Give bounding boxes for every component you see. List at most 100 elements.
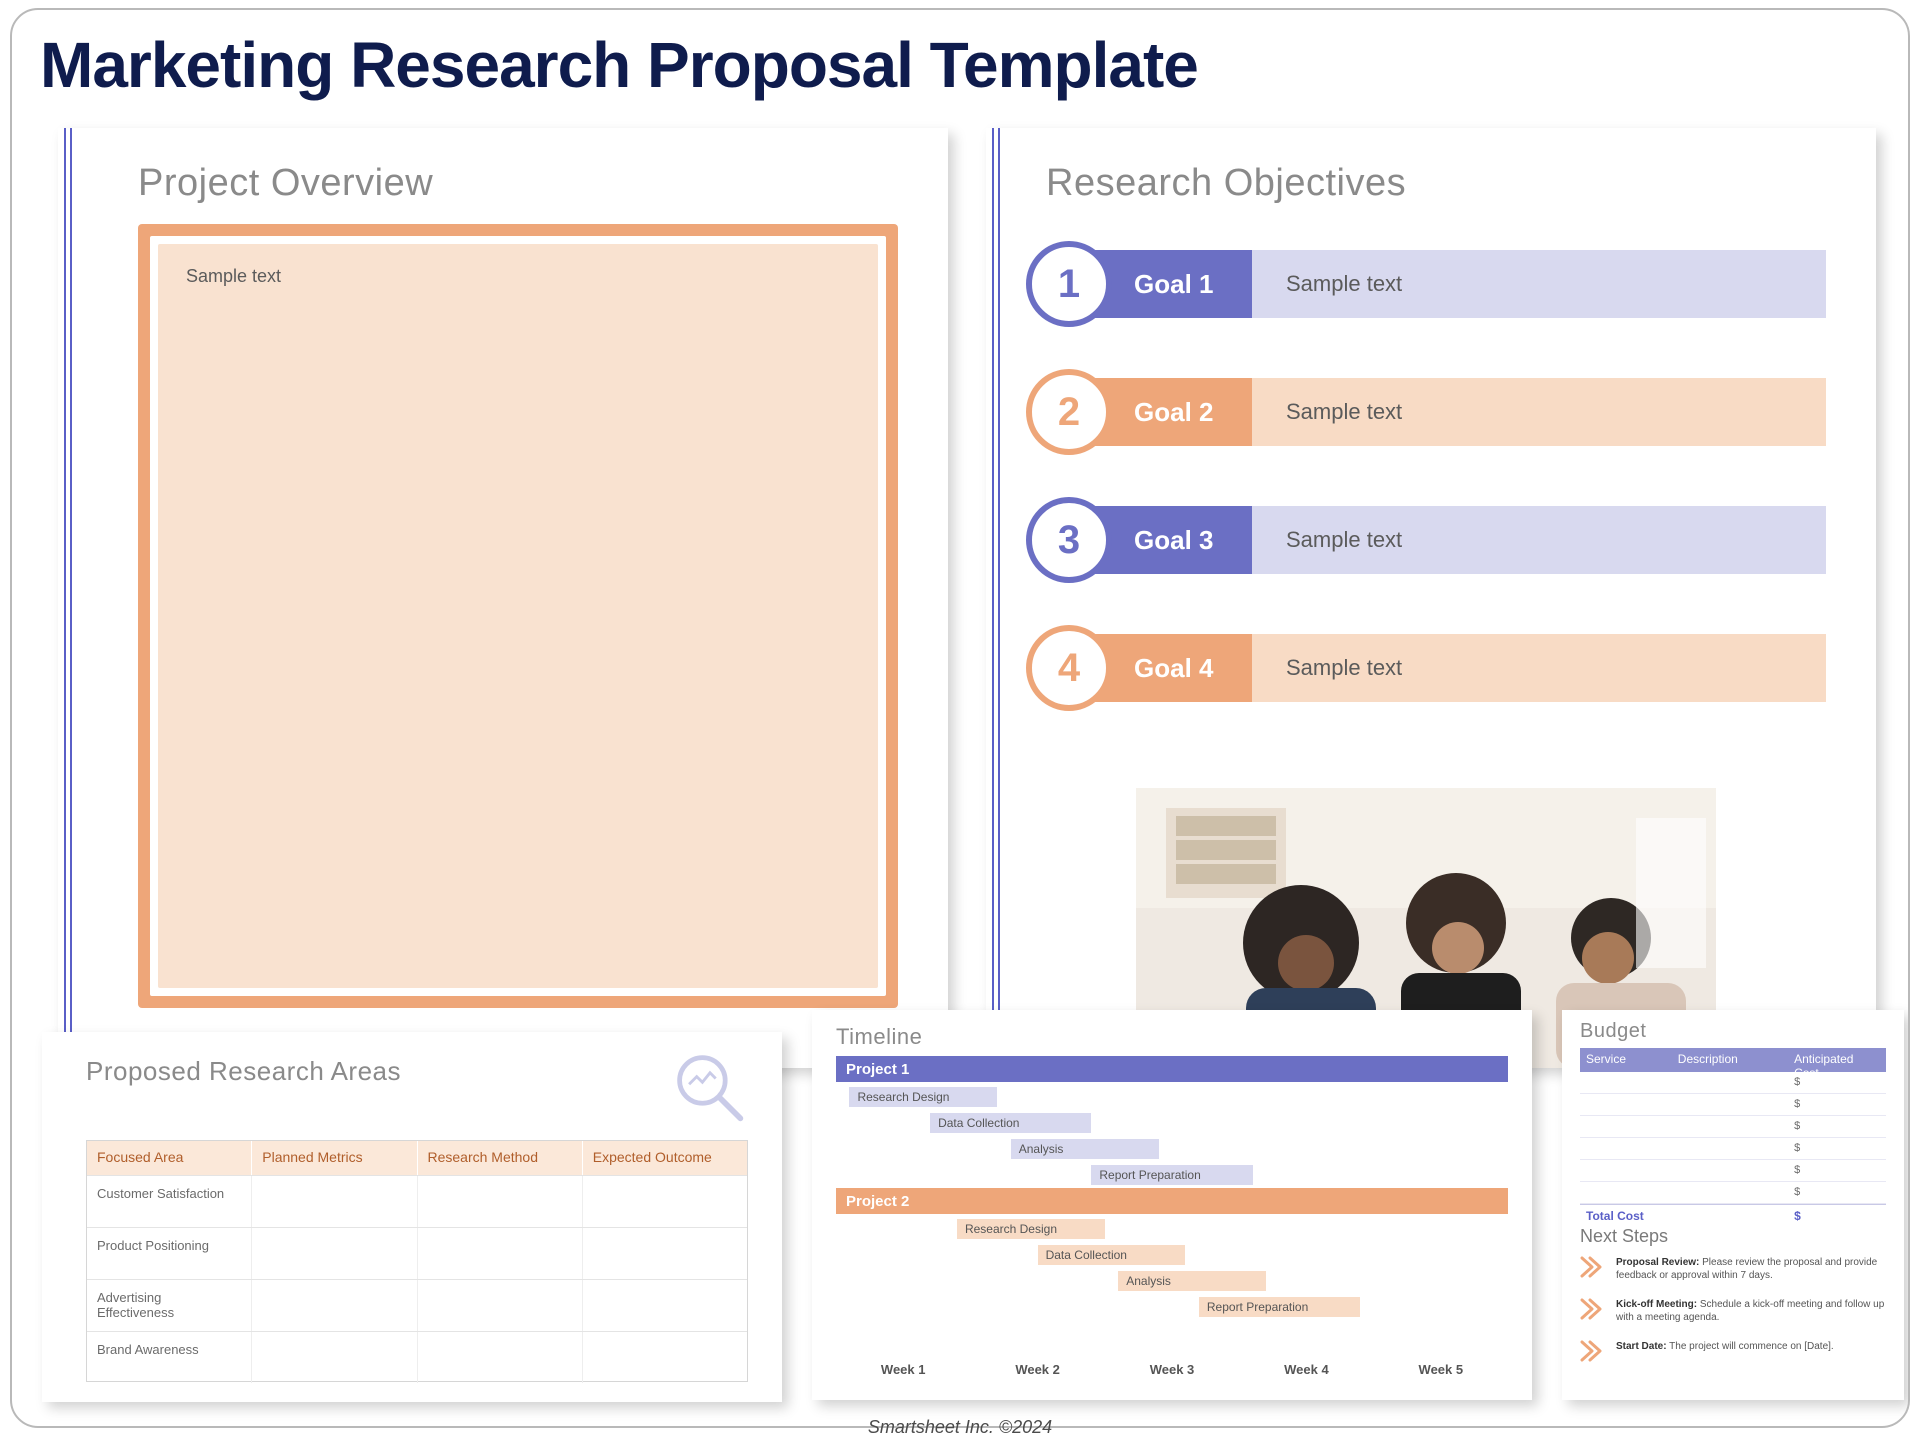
timeline-project-header: Project 2 bbox=[836, 1188, 1508, 1214]
table-row: Brand Awareness bbox=[87, 1331, 747, 1383]
budget-row: $ bbox=[1580, 1072, 1886, 1094]
template-frame: Marketing Research Proposal Template Pro… bbox=[10, 8, 1910, 1428]
budget-cell: $ bbox=[1788, 1072, 1886, 1093]
timeline-task-row: Data Collection bbox=[836, 1242, 1508, 1268]
table-header-cell: Planned Metrics bbox=[252, 1141, 417, 1175]
table-cell bbox=[252, 1332, 417, 1383]
timeline-task-row: Analysis bbox=[836, 1268, 1508, 1294]
next-step-title: Start Date: bbox=[1616, 1341, 1667, 1352]
gantt-bar: Report Preparation bbox=[1091, 1165, 1252, 1185]
budget-cell bbox=[1672, 1072, 1788, 1093]
budget-cell: $ bbox=[1788, 1182, 1886, 1203]
magnifier-icon bbox=[672, 1050, 748, 1126]
goal-description: Sample text bbox=[1252, 250, 1826, 318]
timeline-axis: Week 1Week 2Week 3Week 4Week 5 bbox=[836, 1362, 1508, 1386]
table-cell: Product Positioning bbox=[87, 1228, 252, 1279]
timeline-task-row: Research Design bbox=[836, 1216, 1508, 1242]
table-row: Customer Satisfaction bbox=[87, 1175, 747, 1227]
timeline-task-row: Data Collection bbox=[836, 1110, 1508, 1136]
budget-cell bbox=[1672, 1160, 1788, 1181]
table-header-cell: Expected Outcome bbox=[583, 1141, 747, 1175]
goal-number-badge: 2 bbox=[1026, 369, 1112, 455]
budget-panel: Budget ServiceDescriptionAnticipated Cos… bbox=[1562, 1010, 1904, 1400]
gantt-bar: Analysis bbox=[1011, 1139, 1159, 1159]
gantt-bar: Research Design bbox=[957, 1219, 1105, 1239]
next-step-item: Proposal Review: Please review the propo… bbox=[1580, 1256, 1890, 1282]
chevron-icon bbox=[1580, 1298, 1606, 1320]
budget-cell bbox=[1580, 1094, 1672, 1115]
overview-inner-border: Sample text bbox=[150, 236, 886, 996]
research-objectives-panel: Research Objectives bbox=[986, 128, 1876, 1068]
gantt-bar: Research Design bbox=[849, 1087, 997, 1107]
overview-fill: Sample text bbox=[158, 244, 878, 988]
gantt-bar: Data Collection bbox=[930, 1113, 1091, 1133]
table-cell bbox=[418, 1280, 583, 1331]
next-steps-heading: Next Steps bbox=[1580, 1226, 1668, 1247]
goal-row: 4Goal 4Sample text bbox=[1026, 622, 1826, 714]
table-header-cell: Research Method bbox=[418, 1141, 583, 1175]
chevron-icon bbox=[1580, 1340, 1606, 1362]
gantt-bar: Data Collection bbox=[1038, 1245, 1186, 1265]
table-cell bbox=[252, 1176, 417, 1227]
timeline-week-label: Week 2 bbox=[970, 1362, 1104, 1386]
next-step-title: Proposal Review: bbox=[1616, 1257, 1699, 1268]
table-cell bbox=[252, 1228, 417, 1279]
panel-rule bbox=[998, 128, 1000, 1068]
timeline-week-label: Week 3 bbox=[1105, 1362, 1239, 1386]
timeline-panel: Timeline Project 1 Research Design Data Co… bbox=[812, 1010, 1532, 1400]
goal-number-badge: 3 bbox=[1026, 497, 1112, 583]
timeline-heading: Timeline bbox=[836, 1024, 922, 1050]
table-cell bbox=[583, 1332, 747, 1383]
table-header-row: Focused AreaPlanned MetricsResearch Meth… bbox=[87, 1141, 747, 1175]
timeline-body: Project 1 Research Design Data Collection A… bbox=[836, 1056, 1508, 1386]
table-cell bbox=[252, 1280, 417, 1331]
goal-description: Sample text bbox=[1252, 378, 1826, 446]
table-cell bbox=[583, 1228, 747, 1279]
budget-cell bbox=[1672, 1205, 1788, 1228]
table-header-cell: Focused Area bbox=[87, 1141, 252, 1175]
goal-number-badge: 1 bbox=[1026, 241, 1112, 327]
timeline-task-row: Analysis bbox=[836, 1136, 1508, 1162]
panel-rule bbox=[64, 128, 66, 1068]
budget-header-cell: Service bbox=[1580, 1048, 1672, 1072]
table-cell: Customer Satisfaction bbox=[87, 1176, 252, 1227]
budget-cell bbox=[1672, 1094, 1788, 1115]
table-cell bbox=[418, 1228, 583, 1279]
budget-header-row: ServiceDescriptionAnticipated Cost bbox=[1580, 1048, 1886, 1072]
budget-row: $ bbox=[1580, 1094, 1886, 1116]
budget-total-row: Total Cost$ bbox=[1580, 1204, 1886, 1228]
chevron-icon bbox=[1580, 1256, 1606, 1278]
budget-row: $ bbox=[1580, 1182, 1886, 1204]
budget-cell bbox=[1672, 1182, 1788, 1203]
table-cell bbox=[583, 1280, 747, 1331]
timeline-week-label: Week 5 bbox=[1374, 1362, 1508, 1386]
table-cell: Advertising Effectiveness bbox=[87, 1280, 252, 1331]
budget-row: $ bbox=[1580, 1138, 1886, 1160]
timeline-project-header: Project 1 bbox=[836, 1056, 1508, 1082]
timeline-task-row: Research Design bbox=[836, 1084, 1508, 1110]
project-overview-heading: Project Overview bbox=[138, 162, 433, 205]
budget-header-cell: Anticipated Cost bbox=[1788, 1048, 1886, 1072]
research-areas-heading: Proposed Research Areas bbox=[86, 1056, 401, 1087]
page-title: Marketing Research Proposal Template bbox=[40, 28, 1198, 102]
goal-row: 3Goal 3Sample text bbox=[1026, 494, 1826, 586]
research-objectives-heading: Research Objectives bbox=[1046, 162, 1406, 205]
table-row: Product Positioning bbox=[87, 1227, 747, 1279]
panel-rule bbox=[992, 128, 994, 1068]
next-step-text: The project will commence on [Date]. bbox=[1667, 1341, 1834, 1352]
next-step-item: Start Date: The project will commence on… bbox=[1580, 1340, 1890, 1353]
goal-description: Sample text bbox=[1252, 634, 1826, 702]
budget-total-label: Total Cost bbox=[1580, 1205, 1672, 1228]
table-cell bbox=[418, 1332, 583, 1383]
research-areas-panel: Proposed Research Areas Focused AreaPlan… bbox=[42, 1032, 782, 1402]
timeline-task-row: Report Preparation bbox=[836, 1162, 1508, 1188]
panel-rule bbox=[70, 128, 72, 1068]
budget-row: $ bbox=[1580, 1160, 1886, 1182]
overview-outer-box: Sample text bbox=[138, 224, 898, 1008]
goal-row: 1Goal 1Sample text bbox=[1026, 238, 1826, 330]
gantt-bar: Report Preparation bbox=[1199, 1297, 1360, 1317]
table-cell bbox=[418, 1176, 583, 1227]
table-cell bbox=[583, 1176, 747, 1227]
next-steps-list: Proposal Review: Please review the propo… bbox=[1580, 1256, 1890, 1369]
footer-credit: Smartsheet Inc. ©2024 bbox=[0, 1417, 1920, 1438]
